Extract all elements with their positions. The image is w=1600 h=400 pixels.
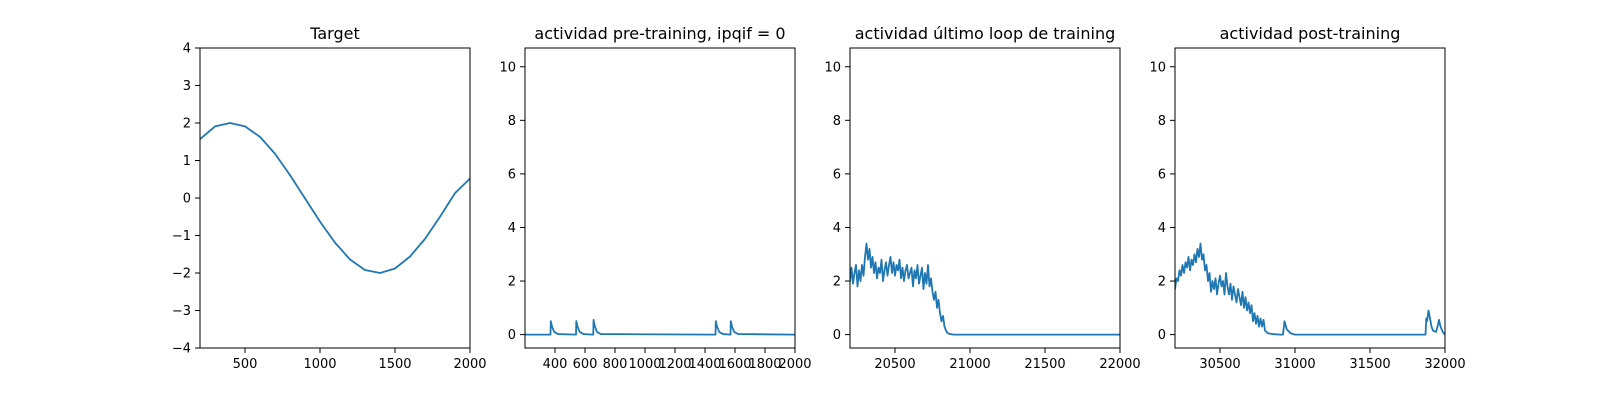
x-tick-label: 1000	[628, 357, 661, 372]
x-tick-label: 400	[543, 357, 568, 372]
y-tick-label: 10	[1149, 60, 1166, 75]
y-tick-label: 4	[1158, 221, 1166, 236]
x-tick-label: 1500	[378, 357, 411, 372]
y-tick-label: 0	[508, 328, 516, 343]
y-tick-label: 2	[833, 275, 841, 290]
y-tick-label: 4	[183, 42, 191, 57]
x-tick-label: 1000	[303, 357, 336, 372]
series-line-1	[1175, 242, 1445, 336]
subplot-1: Target 500 1000 1500 2000 −4 −3 −2 −1 0 1 2 3 4	[172, 24, 487, 372]
x-tick-label: 21000	[949, 357, 990, 372]
y-tick-label: 6	[1158, 167, 1166, 182]
x-tick-label: 2000	[778, 357, 811, 372]
axes-frame	[1174, 47, 1446, 349]
series-line-1	[850, 242, 1120, 336]
y-tick-label: 6	[833, 167, 841, 182]
y-tick-label: 10	[824, 60, 841, 75]
series-line-1	[525, 318, 795, 336]
x-tick-label: 1400	[688, 357, 721, 372]
y-tick-label: 8	[1158, 114, 1166, 129]
x-tick-label: 600	[573, 357, 598, 372]
x-tick-label: 1200	[658, 357, 691, 372]
y-tick-label: 2	[1158, 275, 1166, 290]
x-tick-label: 30500	[1199, 357, 1240, 372]
subplot-4: actividad post-training 30500 31000 31500 32…	[1149, 24, 1465, 372]
y-tick-label: 0	[183, 192, 191, 207]
series-line-1	[200, 122, 470, 274]
subplot-2: actividad pre-training, ipqif = 0 400 600 8…	[499, 24, 811, 372]
x-tick-label: 1800	[748, 357, 781, 372]
x-tick-label: 2000	[453, 357, 486, 372]
x-tick-label: 500	[233, 357, 258, 372]
x-tick-label: 20500	[874, 357, 915, 372]
y-tick-label: −4	[172, 342, 191, 357]
x-tick-label: 1600	[718, 357, 751, 372]
y-tick-label: 1	[183, 154, 191, 169]
y-tick-label: −2	[172, 267, 191, 282]
y-tick-label: 0	[833, 328, 841, 343]
y-tick-label: 3	[183, 79, 191, 94]
y-tick-label: −3	[172, 304, 191, 319]
y-tick-label: −1	[172, 229, 191, 244]
axes-frame	[849, 47, 1121, 349]
axes-frame	[524, 47, 796, 349]
y-tick-label: 8	[833, 114, 841, 129]
y-tick-label: 2	[508, 275, 516, 290]
x-tick-label: 31500	[1349, 357, 1390, 372]
x-tick-label: 21500	[1024, 357, 1065, 372]
subplot-title: Target	[309, 24, 360, 43]
y-tick-label: 10	[499, 60, 516, 75]
axes-frame	[199, 47, 471, 349]
y-tick-label: 4	[833, 221, 841, 236]
y-tick-label: 6	[508, 167, 516, 182]
y-tick-label: 0	[1158, 328, 1166, 343]
subplot-title: actividad pre-training, ipqif = 0	[534, 24, 785, 43]
subplot-title: actividad post-training	[1220, 24, 1401, 43]
x-tick-label: 800	[603, 357, 628, 372]
y-tick-label: 8	[508, 114, 516, 129]
x-tick-label: 22000	[1099, 357, 1140, 372]
x-tick-label: 31000	[1274, 357, 1315, 372]
subplot-title: actividad último loop de training	[855, 24, 1116, 43]
x-tick-label: 32000	[1424, 357, 1465, 372]
y-tick-label: 4	[508, 221, 516, 236]
y-tick-label: 2	[183, 117, 191, 132]
